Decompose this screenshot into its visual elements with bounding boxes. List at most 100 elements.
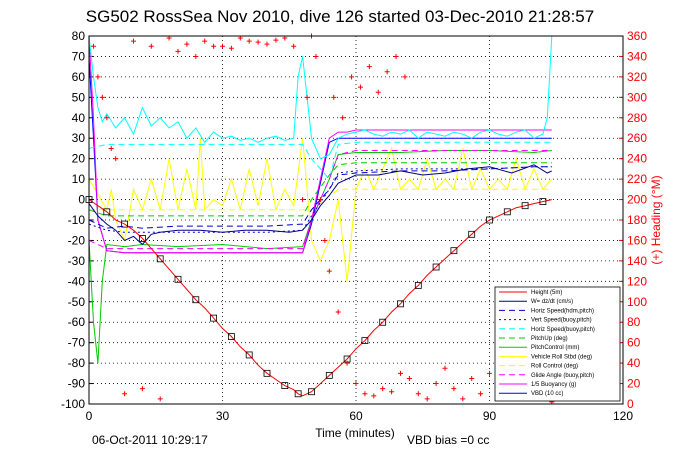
- x-tick-label: 60: [349, 409, 363, 423]
- heading-point: [157, 396, 163, 402]
- series-line: [88, 166, 552, 229]
- y-tick-label: 40: [72, 111, 86, 125]
- y2-tick-label: 180: [627, 213, 647, 227]
- y-tick-label: 0: [78, 193, 85, 207]
- y2-tick-label: 200: [627, 193, 647, 207]
- series-line: [88, 56, 552, 254]
- heading-point: [398, 370, 403, 376]
- x-axis-label: Time (minutes): [315, 426, 395, 440]
- heading-point: [148, 43, 154, 49]
- heading-point: [255, 39, 261, 45]
- legend-label: Height (5m): [531, 290, 562, 296]
- heading-point: [184, 41, 190, 47]
- height-marker: [325, 371, 333, 379]
- heading-point: [108, 145, 114, 151]
- heading-point: [393, 53, 399, 59]
- heading-point: [326, 268, 332, 274]
- y2-tick-label: 160: [627, 233, 647, 247]
- heading-point: [415, 391, 421, 397]
- y-tick-label: 20: [72, 152, 86, 166]
- x-tick-label: 30: [216, 409, 230, 423]
- heading-point: [273, 37, 279, 43]
- heading-point: [335, 309, 341, 315]
- x-tick-labels: 0 30 60 90 120: [86, 409, 634, 423]
- legend-box: [494, 286, 621, 402]
- height-marker: [103, 208, 111, 216]
- y-tick-label: -80: [68, 356, 86, 370]
- heading-point: [375, 89, 381, 95]
- y-tick-label: -90: [68, 377, 86, 391]
- height-marker: [468, 230, 476, 238]
- y-tick-label: 10: [72, 172, 86, 186]
- height-marker: [414, 282, 422, 289]
- heading-point: [331, 94, 337, 100]
- y2-tick-label: 280: [627, 111, 647, 125]
- heading-point: [424, 396, 430, 402]
- heading-point: [246, 38, 252, 44]
- heading-point: [131, 38, 136, 44]
- height-marker: [539, 198, 547, 206]
- y-tick-label: 80: [72, 29, 86, 43]
- heading-point: [90, 43, 96, 49]
- y2-tick-label: 220: [627, 172, 647, 186]
- x-tick-label: 0: [86, 409, 93, 423]
- y2-tick-label: 0: [627, 397, 634, 411]
- heading-point: [304, 94, 310, 100]
- heading-point: [220, 43, 225, 49]
- y2-tick-labels: 3603403203002802602402202001801601401201…: [627, 29, 647, 411]
- height-marker: [432, 263, 440, 271]
- heading-point: [362, 391, 368, 397]
- y2-tick-label: 140: [627, 254, 647, 268]
- y-tick-label: 50: [72, 90, 86, 104]
- heading-point: [300, 197, 306, 203]
- y2-tick-label: 80: [627, 315, 641, 329]
- heading-point: [380, 386, 386, 392]
- legend-label: PitchUp (deg): [531, 336, 568, 342]
- series-line: [89, 188, 552, 211]
- height-marker: [450, 247, 458, 255]
- legend-label: Roll Control (deg): [531, 364, 578, 370]
- y-tick-label: 30: [72, 131, 86, 145]
- heading-point: [384, 69, 390, 75]
- height-marker: [397, 300, 404, 308]
- heading-point: [193, 53, 199, 59]
- series-line: [88, 199, 552, 397]
- y2-tick-label: 340: [627, 49, 647, 63]
- series-line: [88, 141, 552, 181]
- y2-tick-label: 100: [627, 295, 647, 309]
- series-line: [88, 35, 553, 160]
- heading-point: [322, 237, 328, 243]
- heading-point: [313, 53, 319, 59]
- legend-label: Glide Angle (buoy,pitch): [531, 373, 594, 379]
- legend-label: Horiz Speed(hdm,pitch): [531, 308, 594, 314]
- height-marker: [361, 337, 369, 345]
- series-line: [88, 35, 552, 254]
- series-layer: [85, 35, 553, 398]
- y2-tick-label: 240: [627, 152, 647, 166]
- heading-point: [357, 84, 363, 90]
- series-line: [88, 138, 553, 282]
- height-marker: [379, 318, 387, 326]
- y2-axis-label: (+) Heading (°M): [649, 175, 663, 264]
- chart-title: SG502 RossSea Nov 2010, dive 126 started…: [86, 7, 594, 26]
- y2-tick-label: 300: [627, 90, 647, 104]
- y-tick-label: -40: [68, 274, 86, 288]
- y2-tick-label: 60: [627, 336, 641, 350]
- height-marker: [138, 234, 146, 242]
- heading-point: [451, 386, 457, 392]
- heading-point: [122, 391, 128, 397]
- legend-label: Vert Speed(buoy,pitch): [531, 318, 592, 324]
- heading-point: [104, 115, 110, 121]
- series-line: [88, 166, 552, 233]
- heading-point: [113, 156, 119, 162]
- height-marker: [192, 296, 200, 304]
- legend: Height (5m) W= dz/dt (cm/s) Horiz Speed(hd…: [494, 286, 621, 402]
- legend-label: Horiz Speed(buoy,pitch): [531, 327, 595, 333]
- height-marker: [503, 208, 511, 216]
- heading-point: [95, 74, 101, 80]
- legend-label: VBD (10 cc): [531, 391, 563, 397]
- x-tick-label: 90: [483, 409, 497, 423]
- heading-point: [264, 41, 270, 47]
- footer-date: 06-Oct-2011 10:29:17: [92, 433, 208, 447]
